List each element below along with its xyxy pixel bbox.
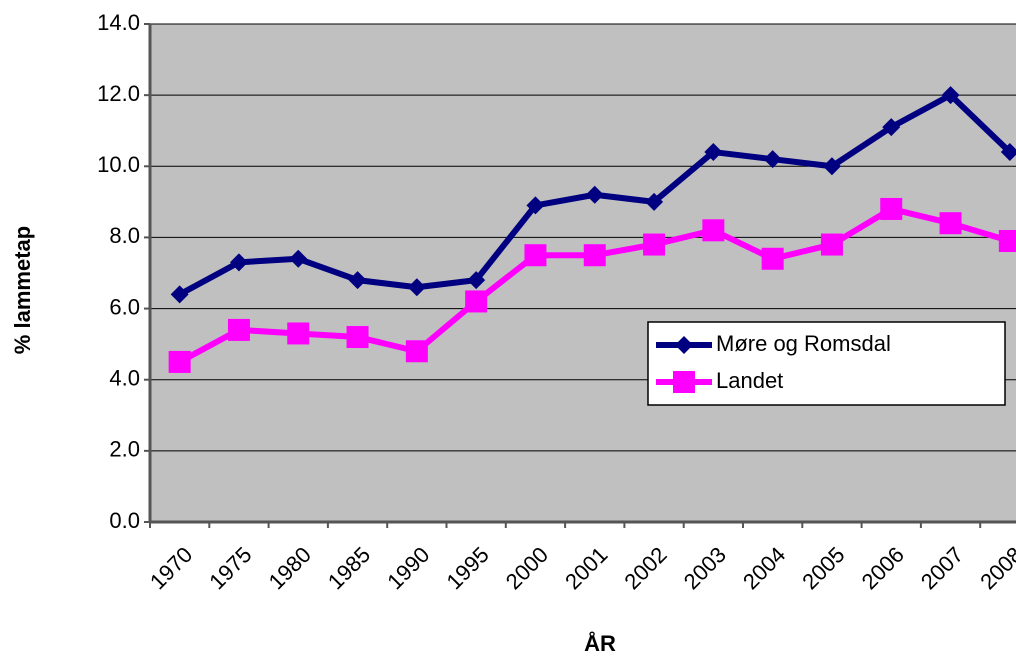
square-marker xyxy=(998,229,1016,252)
y-tick-label: 2.0 xyxy=(109,437,140,462)
y-tick-label: 4.0 xyxy=(109,366,140,391)
x-tick-label: 1975 xyxy=(204,542,256,594)
y-tick-label: 0.0 xyxy=(109,508,140,533)
plot-area xyxy=(150,24,1016,522)
square-marker xyxy=(346,326,369,349)
legend-marker xyxy=(675,336,693,354)
square-marker xyxy=(465,290,488,313)
diamond-marker xyxy=(1000,143,1016,162)
y-tick-label: 10.0 xyxy=(97,152,140,177)
diamond-marker xyxy=(170,285,189,304)
y-tick-label: 14.0 xyxy=(97,10,140,35)
x-tick-label: 1995 xyxy=(442,542,494,594)
x-tick-label: 2006 xyxy=(857,542,909,594)
diamond-marker xyxy=(407,278,426,297)
diamond-marker xyxy=(467,271,486,290)
diamond-marker xyxy=(822,157,841,176)
square-marker xyxy=(880,197,903,220)
x-tick-label: 2005 xyxy=(797,542,849,594)
x-tick-label: 2002 xyxy=(619,542,671,594)
square-marker xyxy=(643,233,666,256)
x-axis-label: ÅR xyxy=(584,630,616,656)
diamond-marker xyxy=(289,249,308,268)
x-tick-label: 2000 xyxy=(501,542,553,594)
y-tick-label: 12.0 xyxy=(97,81,140,106)
x-tick-label: 1990 xyxy=(382,542,434,594)
square-marker xyxy=(405,340,428,363)
x-tick-label: 2008 xyxy=(975,542,1016,594)
diamond-marker xyxy=(882,118,901,137)
square-marker xyxy=(524,244,547,267)
x-tick-label: 2004 xyxy=(738,542,790,594)
diamond-marker xyxy=(229,253,248,272)
square-marker xyxy=(287,322,310,345)
legend-label: Møre og Romsdal xyxy=(716,331,891,356)
legend-label: Landet xyxy=(716,368,783,393)
square-marker xyxy=(227,318,250,341)
y-tick-label: 8.0 xyxy=(109,223,140,248)
diamond-marker xyxy=(348,271,367,290)
diamond-marker xyxy=(763,150,782,169)
square-marker xyxy=(702,219,725,242)
square-marker xyxy=(761,247,784,270)
legend-marker xyxy=(673,371,695,393)
square-marker xyxy=(583,244,606,267)
diamond-marker xyxy=(526,196,545,215)
diamond-marker xyxy=(585,185,604,204)
square-marker xyxy=(939,212,962,235)
x-tick-label: 2001 xyxy=(560,542,612,594)
square-marker xyxy=(820,233,843,256)
x-tick-label: 1970 xyxy=(145,542,197,594)
x-tick-label: 2003 xyxy=(679,542,731,594)
x-tick-label: 2007 xyxy=(916,542,968,594)
diamond-marker xyxy=(704,143,723,162)
x-tick-label: 1980 xyxy=(264,542,316,594)
y-axis-label: % lammetap xyxy=(10,226,35,354)
diamond-marker xyxy=(645,192,664,211)
legend-box xyxy=(647,321,1006,406)
y-tick-label: 6.0 xyxy=(109,294,140,319)
x-tick-label: 1985 xyxy=(323,542,375,594)
diamond-marker xyxy=(941,86,960,105)
square-marker xyxy=(168,350,191,373)
